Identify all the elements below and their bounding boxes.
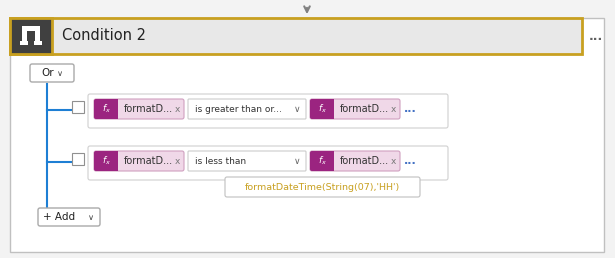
FancyBboxPatch shape <box>94 99 184 119</box>
Text: $f_x$: $f_x$ <box>101 155 111 167</box>
FancyBboxPatch shape <box>94 151 184 171</box>
Bar <box>35 31 40 41</box>
FancyBboxPatch shape <box>88 146 448 180</box>
Text: $f_x$: $f_x$ <box>317 103 327 115</box>
Bar <box>72 101 84 113</box>
Text: Or: Or <box>42 68 54 78</box>
Text: ∨: ∨ <box>57 69 63 77</box>
Text: + Add: + Add <box>43 212 75 222</box>
Bar <box>22 31 27 41</box>
Text: $f_x$: $f_x$ <box>317 155 327 167</box>
FancyBboxPatch shape <box>94 99 118 119</box>
Text: ∨: ∨ <box>294 157 300 165</box>
Bar <box>330 151 334 171</box>
FancyBboxPatch shape <box>88 94 448 128</box>
Text: $f_x$: $f_x$ <box>101 103 111 115</box>
Text: ∨: ∨ <box>88 213 94 222</box>
Text: formatD...: formatD... <box>340 156 389 166</box>
Text: ∨: ∨ <box>294 104 300 114</box>
Text: ...: ... <box>403 104 416 114</box>
Text: is greater than or...: is greater than or... <box>195 104 282 114</box>
Text: x: x <box>391 157 395 165</box>
Bar <box>114 151 118 171</box>
Text: x: x <box>174 104 180 114</box>
Bar <box>34 41 42 45</box>
Bar <box>114 99 118 119</box>
FancyBboxPatch shape <box>310 99 400 119</box>
Bar <box>72 153 84 165</box>
FancyBboxPatch shape <box>38 208 100 226</box>
Text: formatDateTime(String(07),'HH'): formatDateTime(String(07),'HH') <box>245 182 400 191</box>
Bar <box>20 41 28 45</box>
Text: Condition 2: Condition 2 <box>62 28 146 44</box>
Bar <box>330 99 334 119</box>
FancyBboxPatch shape <box>188 99 306 119</box>
Text: x: x <box>391 104 395 114</box>
FancyBboxPatch shape <box>225 177 420 197</box>
Text: ...: ... <box>403 156 416 166</box>
Text: x: x <box>174 157 180 165</box>
Text: formatD...: formatD... <box>124 156 173 166</box>
Bar <box>10 18 582 54</box>
FancyBboxPatch shape <box>310 151 400 171</box>
FancyBboxPatch shape <box>310 151 334 171</box>
Bar <box>22 26 40 31</box>
Text: formatD...: formatD... <box>124 104 173 114</box>
Text: formatD...: formatD... <box>340 104 389 114</box>
FancyBboxPatch shape <box>310 99 334 119</box>
Text: ...: ... <box>589 29 603 43</box>
FancyBboxPatch shape <box>30 64 74 82</box>
FancyBboxPatch shape <box>188 151 306 171</box>
Text: is less than: is less than <box>195 157 246 165</box>
FancyBboxPatch shape <box>94 151 118 171</box>
Bar <box>10 18 52 54</box>
